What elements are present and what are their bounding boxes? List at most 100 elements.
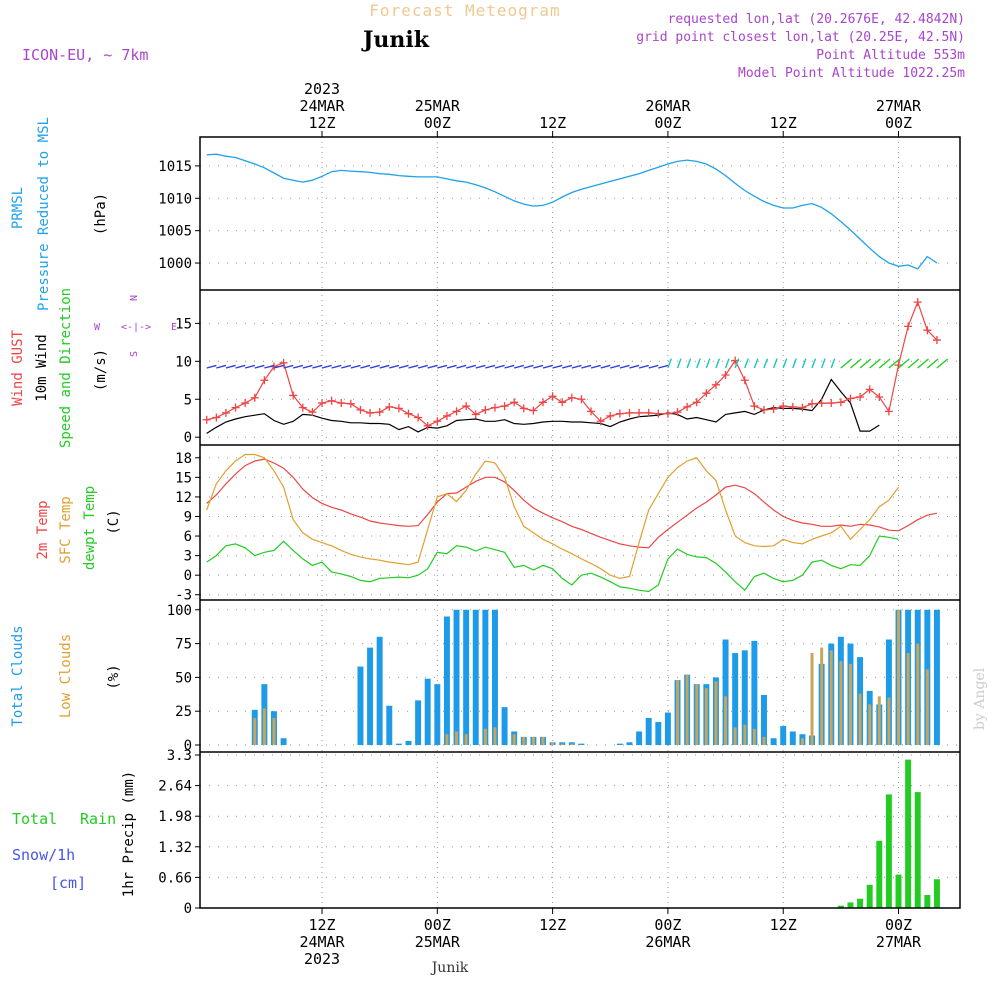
wind-gust-point (606, 411, 615, 420)
wind-gust-point (385, 402, 394, 411)
wind-gust-point (769, 405, 778, 414)
cloud-low-bar (493, 727, 497, 745)
temp-line-2m (206, 458, 938, 549)
cloud-low-bar (560, 743, 564, 745)
cloud-low-bar (762, 736, 766, 745)
wind-direction-arrow (667, 358, 672, 369)
temperature-ytick-label: 3 (184, 549, 192, 565)
precip-panel: 0 0.66 1.32 1.98 2.64 3.3 (158, 748, 960, 917)
wind-direction-arrow (456, 364, 467, 369)
wind-direction-arrow (331, 364, 342, 369)
precip-rain-bar (837, 905, 844, 908)
cloud-low-bar (695, 684, 699, 745)
wind-gust-point (519, 404, 528, 413)
cloud-low-bar (858, 693, 862, 745)
cloud-total-bar (655, 722, 662, 745)
wind-direction-arrow (225, 364, 236, 369)
wind-gust-point (663, 409, 672, 418)
cloud-low-bar (714, 681, 718, 745)
top-time-label: 00Z (424, 114, 451, 132)
plot-area: 1000100510101015051015-30369121518025507… (158, 80, 961, 968)
wind-ytick-label: 15 (175, 316, 192, 332)
cloud-low-bar (253, 717, 257, 745)
cloud-label-total: Total Clouds (10, 625, 26, 726)
bottom-time-label: 12Z (539, 916, 566, 934)
wind-direction-arrow (820, 358, 826, 369)
wind-gust-point (932, 336, 941, 345)
cloud-total-bar (761, 694, 767, 745)
wind-direction-arrow (523, 364, 534, 369)
wind-label-gust: Wind GUST (10, 330, 26, 406)
cloud-total-bar (741, 650, 748, 745)
cloud-low-bar (733, 727, 737, 745)
precip-label-snow: Snow/1h (12, 846, 75, 864)
footer-location: Junik (430, 960, 469, 976)
top-time-label: 00Z (885, 114, 912, 132)
cloud-total-bar (443, 616, 450, 745)
pressure-ytick-label: 1005 (158, 224, 192, 240)
precip-label-total: Total (12, 810, 57, 828)
cloud-low-bar (848, 663, 852, 745)
cloud-total-bar (357, 666, 364, 745)
wind-gust-point (298, 403, 307, 412)
precip-ytick-label: 2.64 (158, 779, 192, 795)
cloud-low-bar (676, 680, 680, 745)
cloud-low-bar (512, 734, 516, 745)
wind-direction-arrow (869, 358, 881, 369)
cloud-low-bar (483, 728, 487, 745)
wind-direction-arrow (907, 358, 920, 369)
wind-gust-point (884, 407, 893, 416)
precip-rain-bar (885, 794, 892, 908)
clouds-ytick-label: 50 (175, 670, 192, 686)
plot-frame (199, 136, 961, 909)
compass-s: S (129, 351, 140, 357)
precip-rain-bar (895, 874, 902, 908)
precip-rain-bar (924, 895, 931, 908)
wind-direction-arrow (936, 358, 949, 369)
precip-ytick-label: 0 (184, 901, 192, 917)
wind-gust-point (577, 395, 586, 404)
wind-direction-arrow (235, 364, 246, 369)
wind-direction-arrow (571, 364, 582, 369)
pressure-label-msl: Pressure Reduced to MSL (36, 117, 52, 311)
wind-gust-point (423, 421, 432, 430)
wind-gust-point (827, 399, 836, 408)
cloud-total-bar (751, 640, 758, 745)
wind-gust-point (442, 411, 451, 420)
cloud-total-bar (376, 636, 383, 745)
wind-gust-point (798, 403, 807, 412)
cloud-low-bar (531, 736, 535, 745)
wind-gust-point (558, 398, 567, 407)
wind-gust-point (375, 408, 384, 417)
cloud-total-bar (424, 678, 431, 745)
clouds-ytick-label: 75 (175, 637, 192, 653)
temperature-ytick-label: 18 (175, 451, 192, 467)
cloud-total-bar (472, 609, 479, 745)
wind-direction-arrow (840, 358, 853, 369)
temp-label-2m: 2m Temp (35, 500, 51, 559)
wind-direction-arrow (610, 364, 621, 369)
cloud-low-bar (522, 736, 526, 745)
top-time-label: 27MAR (876, 97, 922, 115)
cloud-low-bar (925, 669, 929, 745)
wind-direction-arrow (744, 358, 749, 369)
temperature-ytick-label: -3 (175, 588, 192, 604)
cloud-low-bar (820, 647, 824, 745)
cloud-low-bar (541, 736, 545, 745)
cloud-total-bar (367, 647, 374, 745)
wind-gust-point (673, 408, 682, 417)
wind-direction-arrow (600, 364, 611, 369)
wind-gust-point (346, 399, 355, 408)
precip-ytick-label: 0.66 (158, 870, 192, 886)
temperature-ytick-label: 15 (175, 470, 192, 486)
clouds-panel: 0 25 50 75 100 (167, 600, 960, 754)
bottom-time-label: 2023 (304, 950, 340, 968)
wind-direction-arrow (724, 358, 730, 369)
wind-10m-line (206, 378, 880, 434)
precip-rain-bar (905, 759, 912, 908)
wind-direction-arrow (696, 358, 701, 369)
wind-direction-arrow (763, 358, 769, 369)
wind-gust-point (836, 398, 845, 407)
cloud-low-bar (724, 696, 728, 745)
wind-gust-point (202, 415, 211, 424)
